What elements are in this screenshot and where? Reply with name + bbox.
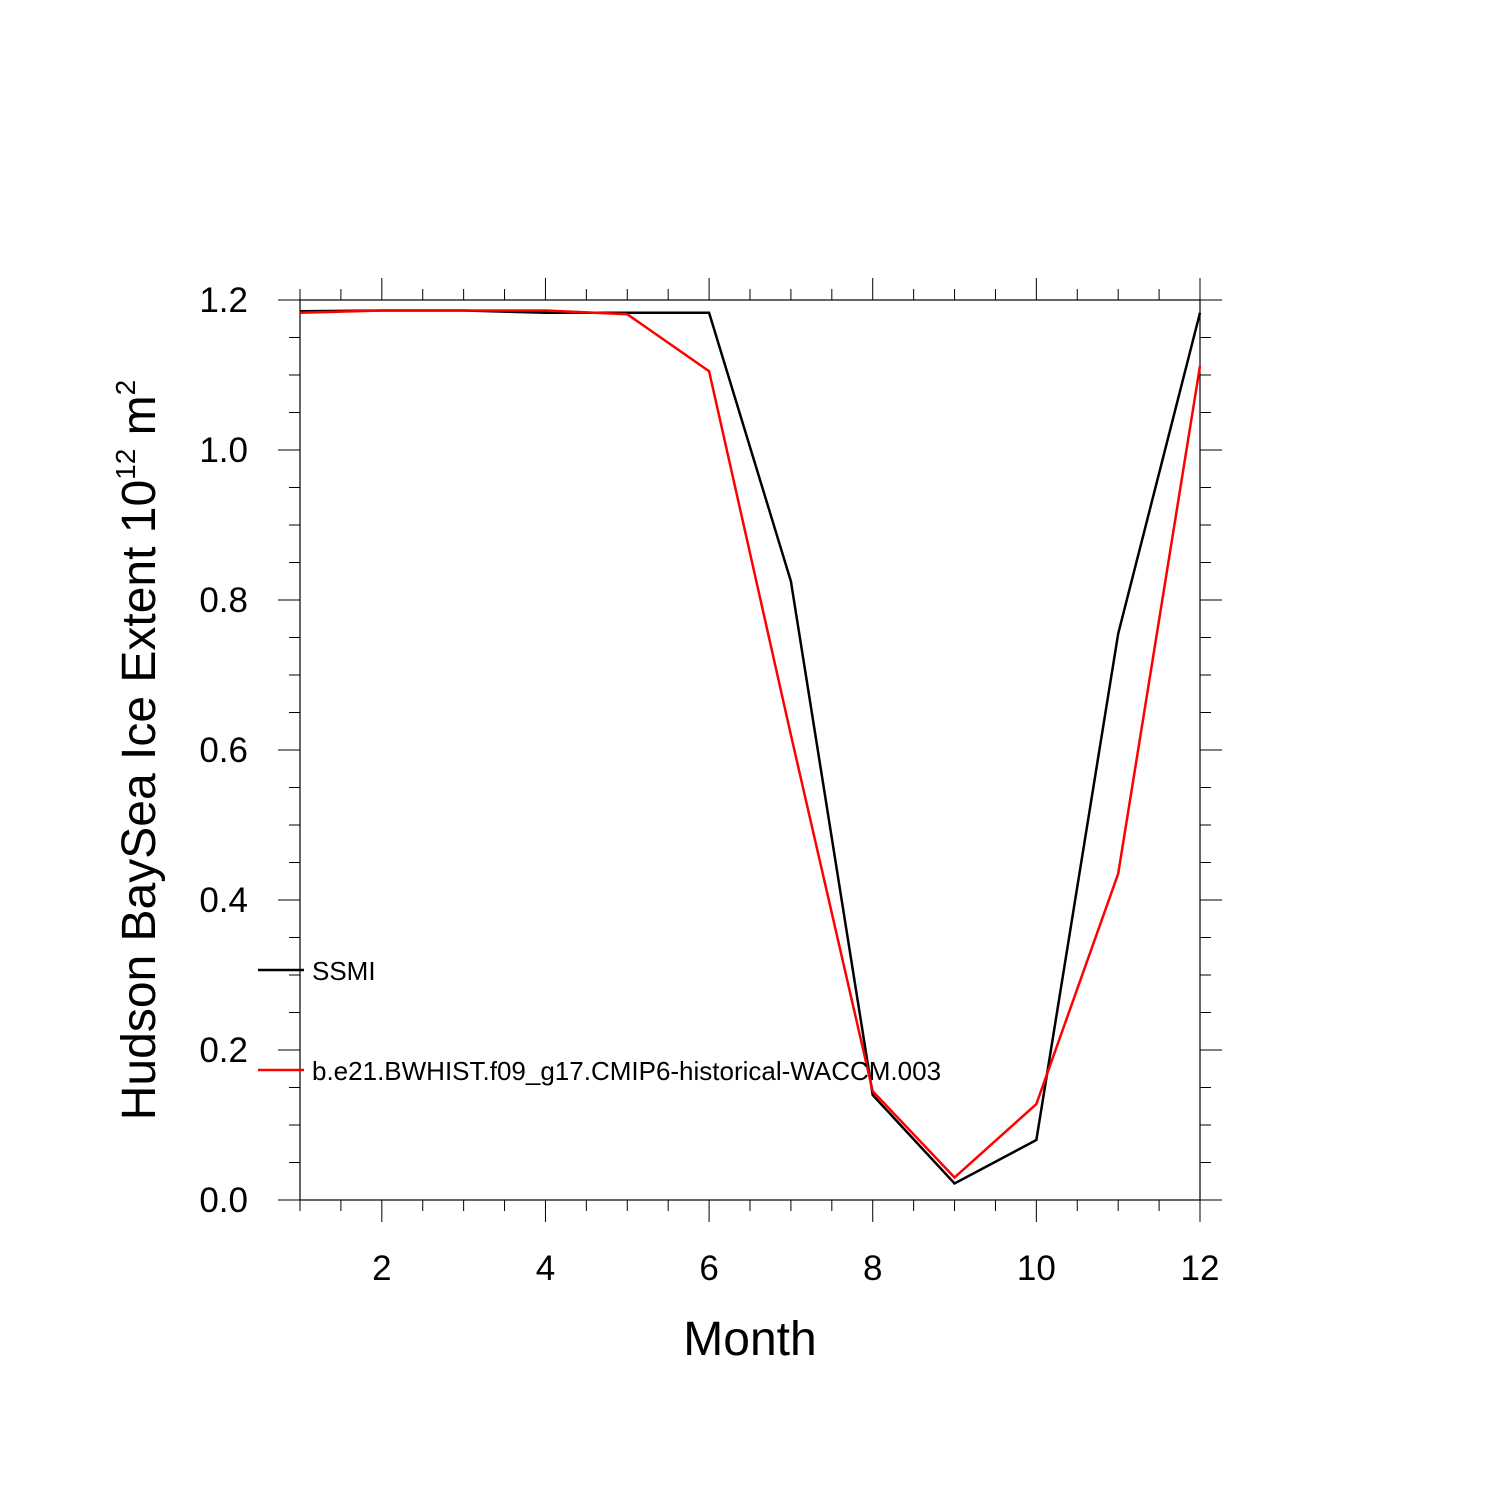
x-tick-label: 6 xyxy=(699,1249,718,1288)
y-axis-title-unit: m xyxy=(113,395,166,448)
axis-tick-labels: 2 4 6 8 10 12 0.0 0.2 0.4 0.6 0.8 1.0 1.2 xyxy=(199,281,1219,1288)
y-axis-title-unit-exponent: 2 xyxy=(110,380,141,396)
series-lines xyxy=(299,309,1202,1186)
series-line-model xyxy=(299,309,1202,1180)
y-axis-title-main: Hudson BaySea Ice Extent 10 xyxy=(113,480,166,1120)
x-tick-label: 2 xyxy=(372,1249,391,1288)
x-axis-title: Month xyxy=(683,1313,816,1366)
y-axis-title-exponent: 12 xyxy=(110,449,141,480)
y-tick-label: 0.8 xyxy=(199,581,248,620)
x-tick-label: 8 xyxy=(863,1249,882,1288)
series-line-ssmi xyxy=(299,309,1202,1186)
x-tick-label: 12 xyxy=(1181,1249,1220,1288)
y-tick-label: 1.0 xyxy=(199,431,248,470)
legend-label-model: b.e21.BWHIST.f09_g17.CMIP6-historical-WA… xyxy=(312,1056,941,1086)
legend-label-ssmi: SSMI xyxy=(312,956,376,986)
x-tick-label: 4 xyxy=(536,1249,555,1288)
axis-ticks xyxy=(278,278,1222,1222)
x-tick-label: 10 xyxy=(1017,1249,1056,1288)
legend: SSMI b.e21.BWHIST.f09_g17.CMIP6-historic… xyxy=(258,956,941,1086)
y-tick-label: 0.6 xyxy=(199,731,248,770)
y-tick-label: 1.2 xyxy=(199,281,248,320)
y-tick-label: 0.0 xyxy=(199,1181,248,1220)
y-tick-label: 0.2 xyxy=(199,1031,248,1070)
y-tick-label: 0.4 xyxy=(199,881,248,920)
y-axis-title: Hudson BaySea Ice Extent 1012 m2 xyxy=(110,380,166,1120)
